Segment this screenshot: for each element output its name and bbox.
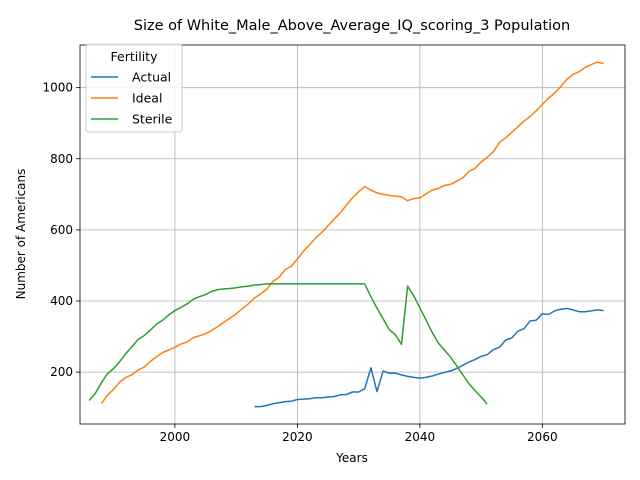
x-tick-label: 2020 — [282, 430, 313, 444]
legend-label-ideal: Ideal — [132, 91, 162, 106]
y-tick-label: 600 — [50, 223, 73, 237]
legend: Fertility Actual Ideal Sterile — [85, 43, 183, 133]
legend-entries: Actual Ideal Sterile — [91, 70, 173, 127]
series-lines — [88, 61, 604, 408]
y-axis-title: Number of Americans — [14, 169, 28, 300]
y-tick-label: 400 — [50, 294, 73, 308]
legend-title: Fertility — [111, 49, 159, 64]
legend-label-sterile: Sterile — [132, 112, 173, 127]
series-line-ideal — [100, 61, 604, 404]
series-line-sterile — [88, 283, 488, 405]
axis-ticks: 2000 2020 2040 2060 200 400 600 800 1000 — [42, 81, 557, 444]
x-axis-title: Years — [335, 451, 368, 465]
y-tick-label: 200 — [50, 365, 73, 379]
x-tick-label: 2040 — [405, 430, 436, 444]
legend-label-actual: Actual — [132, 70, 171, 85]
legend-box — [85, 43, 183, 133]
x-tick-label: 2060 — [527, 430, 558, 444]
series-line-actual — [254, 307, 604, 408]
chart-title: Size of White_Male_Above_Average_IQ_scor… — [134, 18, 571, 34]
y-tick-label: 800 — [50, 152, 73, 166]
plot-area-frame — [79, 44, 626, 425]
y-tick-label: 1000 — [42, 81, 73, 95]
x-tick-label: 2000 — [160, 430, 191, 444]
grid — [80, 45, 625, 424]
